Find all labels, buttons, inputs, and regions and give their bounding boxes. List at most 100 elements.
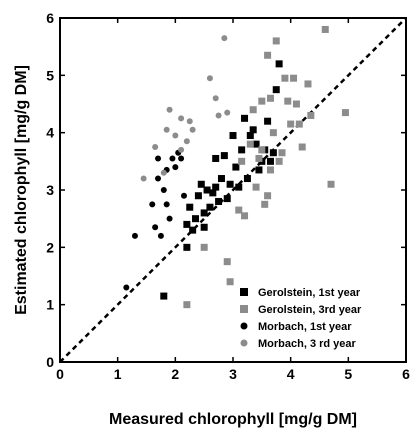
data-point-series-1 <box>215 197 223 205</box>
data-point-series-3 <box>172 164 179 171</box>
data-point-series-3 <box>166 215 173 222</box>
data-point-series-1 <box>235 183 243 191</box>
data-point-series-1 <box>194 192 202 200</box>
data-point-series-3 <box>157 232 164 239</box>
data-point-series-4 <box>212 95 219 102</box>
data-point-series-2 <box>266 166 274 174</box>
data-point-series-1 <box>241 114 249 122</box>
data-point-series-4 <box>160 169 167 176</box>
data-point-series-3 <box>180 192 187 199</box>
data-point-series-4 <box>221 35 228 42</box>
data-point-series-1 <box>252 140 260 148</box>
data-point-series-4 <box>172 132 179 139</box>
data-point-series-1 <box>183 243 191 251</box>
data-point-series-4 <box>178 146 185 153</box>
data-point-series-2 <box>298 143 306 151</box>
data-point-series-2 <box>249 106 257 114</box>
data-point-series-2 <box>304 80 312 88</box>
data-point-series-4 <box>224 109 231 116</box>
y-tick-label: 4 <box>46 125 54 141</box>
data-point-series-1 <box>229 132 237 140</box>
data-point-series-1 <box>272 86 280 94</box>
data-point-series-1 <box>206 203 214 211</box>
data-point-series-1 <box>264 117 272 125</box>
x-tick-label: 1 <box>114 366 122 382</box>
data-point-series-2 <box>292 100 300 108</box>
data-point-series-3 <box>149 201 156 208</box>
data-point-series-2 <box>261 200 269 208</box>
data-point-series-2 <box>341 109 349 117</box>
data-point-series-1 <box>186 203 194 211</box>
data-point-series-2 <box>284 97 292 105</box>
x-tick-label: 3 <box>229 366 237 382</box>
x-tick-label: 2 <box>171 366 179 382</box>
identity-reference-line <box>59 17 407 363</box>
data-point-series-2 <box>272 37 280 45</box>
data-point-series-1 <box>232 163 240 171</box>
data-point-series-4 <box>166 106 173 113</box>
data-point-series-1 <box>255 166 263 174</box>
data-point-series-4 <box>206 75 213 82</box>
data-point-series-2 <box>200 243 208 251</box>
data-point-series-2 <box>258 146 266 154</box>
x-tick-label: 0 <box>56 366 64 382</box>
data-point-series-1 <box>197 180 205 188</box>
data-point-series-1 <box>243 175 251 183</box>
y-tick-label: 6 <box>46 10 54 26</box>
data-point-series-4 <box>140 175 147 182</box>
legend: Gerolstein, 1st year Gerolstein, 3rd year… <box>240 287 362 350</box>
data-point-series-2 <box>241 212 249 220</box>
x-tick-label: 6 <box>402 366 410 382</box>
data-point-series-1 <box>160 292 168 300</box>
data-point-series-1 <box>238 146 246 154</box>
data-point-series-4 <box>152 144 159 150</box>
data-point-series-2 <box>238 157 246 165</box>
y-tick-label: 2 <box>46 239 54 255</box>
data-point-series-4 <box>163 126 170 133</box>
data-point-series-2 <box>321 25 329 33</box>
data-point-series-2 <box>255 154 263 162</box>
x-axis-title: Measured chlorophyll [mg/g DM] <box>109 411 357 428</box>
x-tick-label: 4 <box>287 366 295 382</box>
data-point-series-1 <box>183 220 191 228</box>
data-point-series-2 <box>281 74 289 82</box>
data-point-series-1 <box>275 60 283 68</box>
data-point-series-2 <box>266 94 274 102</box>
data-point-series-2 <box>327 180 335 188</box>
data-point-series-4 <box>189 126 196 133</box>
data-points-layer <box>123 25 349 309</box>
data-point-series-2 <box>264 51 272 59</box>
data-point-series-3 <box>155 175 162 182</box>
x-tick-label: 5 <box>344 366 352 382</box>
data-point-series-2 <box>275 157 283 165</box>
data-point-series-1 <box>209 189 217 197</box>
data-point-series-1 <box>217 175 225 183</box>
data-point-series-2 <box>269 129 277 137</box>
data-point-series-3 <box>160 187 167 193</box>
data-point-series-2 <box>278 149 286 157</box>
reference-line-layer <box>59 17 407 363</box>
data-point-series-4 <box>178 115 185 122</box>
legend-label: Gerolstein, 3rd year <box>258 304 362 316</box>
y-tick-label: 5 <box>46 67 54 83</box>
data-point-series-1 <box>212 154 220 162</box>
data-point-series-3 <box>163 201 170 208</box>
data-point-series-3 <box>152 224 159 231</box>
data-point-series-1 <box>246 132 254 140</box>
data-point-series-2 <box>295 120 303 128</box>
data-point-series-3 <box>123 284 130 291</box>
legend-marker <box>240 339 248 347</box>
y-tick-label: 1 <box>46 297 54 313</box>
legend-label: Gerolstein, 1st year <box>258 287 361 299</box>
data-point-series-3 <box>169 155 176 162</box>
data-point-series-1 <box>220 152 228 160</box>
data-point-series-2 <box>183 301 191 309</box>
data-point-series-1 <box>223 195 231 203</box>
data-point-series-1 <box>249 126 257 134</box>
y-tick-label: 3 <box>46 182 54 198</box>
data-point-series-2 <box>235 206 243 214</box>
data-point-series-3 <box>178 155 185 162</box>
data-point-series-4 <box>183 138 190 145</box>
data-point-series-2 <box>252 183 260 191</box>
